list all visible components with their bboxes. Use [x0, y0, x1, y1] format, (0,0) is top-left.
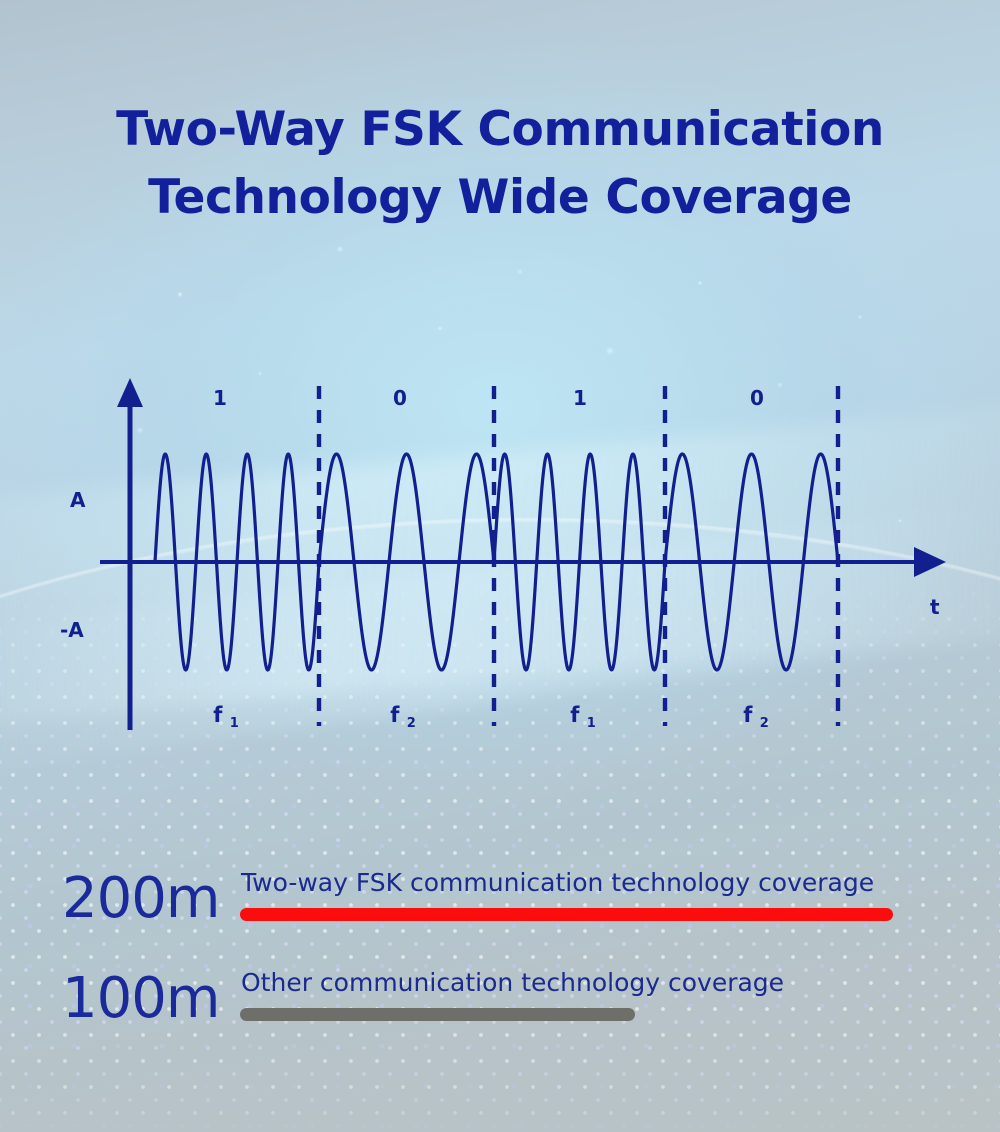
- bit-label: 0: [393, 386, 407, 410]
- title-line-2: Technology Wide Coverage: [148, 170, 852, 226]
- time-axis-label: t: [930, 595, 940, 619]
- frequency-label-base: f: [390, 703, 400, 727]
- coverage-bar-secondary: [240, 1008, 635, 1021]
- amplitude-label-negative: -A: [60, 618, 84, 642]
- frequency-label-subscript: 2: [759, 716, 769, 732]
- coverage-label: Two-way FSK communication technology cov…: [241, 868, 875, 897]
- coverage-value: 200m: [62, 866, 220, 931]
- y-axis-arrow-icon: [117, 378, 143, 407]
- bit-label: 1: [213, 386, 227, 410]
- frequency-label-base: f: [570, 703, 580, 727]
- title-line-1: Two-Way FSK Communication: [116, 102, 884, 157]
- frequency-label: f 2: [390, 703, 416, 731]
- frequency-label: f 1: [570, 703, 596, 731]
- frequency-label-subscript: 1: [229, 716, 239, 732]
- frequency-label: f 2: [743, 703, 769, 731]
- coverage-bar-primary: [240, 908, 893, 921]
- coverage-comparison: 200m Two-way FSK communication technolog…: [0, 862, 1000, 1062]
- bit-label: 1: [573, 386, 587, 410]
- frequency-label-base: f: [743, 703, 753, 727]
- frequency-label: f 1: [213, 703, 239, 731]
- frequency-label-subscript: 1: [586, 716, 596, 732]
- frequency-label-subscript: 2: [406, 716, 416, 732]
- x-axis-arrow-icon: [914, 547, 946, 577]
- frequency-label-base: f: [213, 703, 223, 727]
- fsk-waveform-svg: [100, 378, 946, 730]
- coverage-label: Other communication technology coverage: [241, 968, 785, 997]
- fsk-waveform-path: [153, 452, 840, 672]
- bit-label: 0: [750, 386, 764, 410]
- page-title: Two-Way FSK Communication Technology Wid…: [0, 96, 1000, 232]
- amplitude-label-positive: A: [70, 488, 86, 512]
- coverage-value: 100m: [62, 966, 220, 1031]
